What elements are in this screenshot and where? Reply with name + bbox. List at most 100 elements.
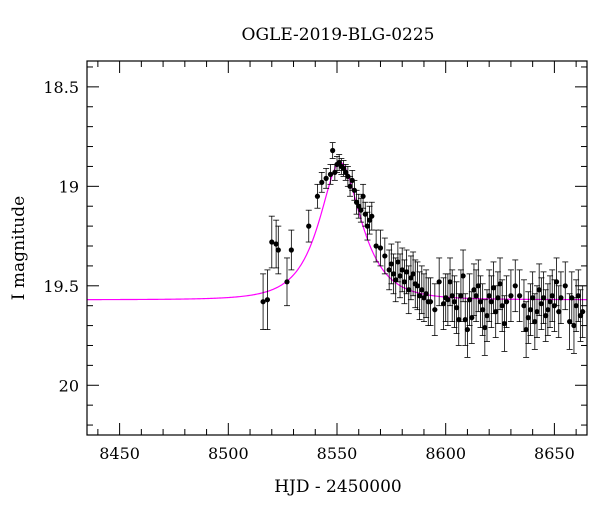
point-marker [573, 303, 579, 309]
point-marker [490, 285, 497, 291]
x-axis-label: HJD - 2450000 [274, 477, 402, 497]
point-marker [427, 299, 434, 305]
data-point [507, 269, 514, 323]
data-point [323, 168, 330, 189]
data-point [401, 259, 408, 305]
point-marker [275, 247, 281, 253]
point-marker [343, 169, 349, 176]
chart-title: OGLE-2019-BLG-0225 [242, 25, 435, 45]
point-marker [408, 275, 414, 281]
data-point [553, 257, 560, 307]
point-marker [417, 293, 423, 299]
point-marker [482, 324, 488, 331]
data-point [364, 211, 371, 241]
point-marker [567, 319, 573, 325]
point-marker [460, 273, 466, 279]
point-marker [360, 193, 366, 199]
data-point [523, 301, 530, 358]
data-point [455, 293, 462, 346]
y-axis-label: I magnitude [9, 196, 29, 300]
data-point [531, 293, 538, 350]
data-point [288, 229, 295, 271]
data-point [512, 259, 519, 313]
point-marker [373, 243, 379, 249]
point-marker [523, 326, 529, 333]
y-tick-label: 20 [59, 376, 79, 395]
point-marker [521, 303, 527, 309]
point-marker [462, 317, 468, 323]
data-point [488, 275, 495, 328]
point-marker [395, 259, 401, 265]
point-marker [445, 297, 451, 303]
point-marker [314, 193, 321, 199]
point-marker [410, 271, 416, 277]
data-point [462, 293, 469, 346]
data-point [392, 257, 399, 303]
point-marker [269, 239, 275, 245]
point-marker [421, 295, 427, 301]
point-marker [386, 267, 392, 273]
data-point [403, 249, 410, 295]
point-marker [306, 223, 312, 229]
data-point [390, 253, 397, 295]
data-point [373, 229, 380, 263]
point-marker [330, 147, 336, 154]
x-tick-label: 8600 [425, 444, 466, 463]
data-point [470, 263, 477, 317]
data-point [440, 277, 447, 330]
point-marker [406, 287, 412, 293]
point-marker [399, 267, 405, 273]
data-point [525, 291, 532, 344]
point-marker [288, 247, 294, 253]
point-marker [501, 320, 507, 327]
point-marker [536, 287, 542, 293]
point-marker [471, 287, 477, 293]
point-marker [436, 279, 442, 285]
data-point [484, 289, 490, 342]
data-point [557, 271, 564, 324]
data-point [547, 275, 554, 328]
data-point [562, 261, 569, 311]
data-point [273, 219, 280, 269]
data-point [360, 183, 367, 209]
point-marker [388, 261, 394, 267]
point-marker [369, 213, 375, 219]
point-marker [260, 299, 266, 305]
data-point [473, 269, 480, 323]
point-marker [508, 293, 514, 299]
point-marker [532, 319, 538, 325]
data-point [318, 172, 325, 193]
point-marker [527, 307, 534, 313]
data-point [520, 279, 527, 332]
data-point [275, 225, 282, 275]
point-marker [534, 309, 540, 315]
data-point [368, 201, 375, 231]
point-marker [382, 253, 388, 259]
point-marker [419, 287, 425, 293]
data-point [492, 285, 499, 338]
data-point [538, 277, 545, 330]
point-marker [547, 299, 553, 305]
point-marker [540, 295, 547, 301]
x-tick-label: 8500 [208, 444, 249, 463]
data-point [529, 271, 536, 324]
point-marker [486, 293, 492, 299]
data-point [579, 285, 586, 338]
point-marker [367, 217, 373, 223]
data-point [268, 215, 275, 269]
point-marker [580, 309, 586, 315]
point-marker [440, 301, 447, 307]
data-point [420, 273, 427, 323]
point-marker [477, 299, 484, 305]
data-point [340, 160, 347, 177]
data-point [314, 183, 321, 209]
data-point [436, 257, 443, 307]
point-marker [453, 305, 460, 311]
data-point [388, 243, 395, 285]
point-marker [458, 293, 464, 299]
point-marker [562, 283, 568, 289]
point-marker [264, 297, 271, 303]
data-point [427, 277, 434, 326]
data-point [416, 271, 423, 321]
y-tick-label: 19.5 [43, 277, 79, 296]
